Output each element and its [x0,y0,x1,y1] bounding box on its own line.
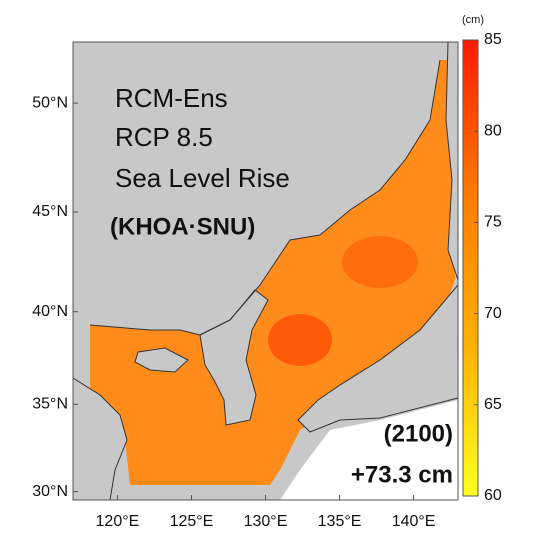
x-tick-label: 140°E [392,513,436,530]
colorbar-tick-label: 80 [484,122,502,139]
coastline [89,59,441,336]
land-korea [199,289,269,426]
annotation: RCP 8.5 [115,122,213,152]
colorbar-tick-label: 75 [484,214,502,231]
colorbar-tick-label: 70 [484,305,502,322]
colorbar [462,39,479,497]
annotation: RCM-Ens [115,83,228,113]
x-tick-label: 130°E [244,513,288,530]
y-tick-label: 50°N [32,94,68,111]
annotation: (2100) [384,420,453,447]
colorbar-tick-label: 65 [484,396,502,413]
land-shandong [134,347,189,373]
land-japan [297,283,459,433]
x-tick-label: 135°E [318,513,362,530]
sea-field-high [342,236,418,288]
no-data-area [280,400,458,500]
annotation: +73.3 cm [351,461,453,488]
colorbar-unit: (cm) [462,14,484,26]
annotation: Sea Level Rise [115,163,290,193]
y-tick-label: 35°N [32,396,68,413]
y-tick-label: 40°N [32,303,68,320]
y-tick-label: 45°N [32,203,68,220]
sea-field-high [268,314,332,366]
colorbar-tick-label: 85 [484,31,502,48]
x-tick-label: 120°E [96,513,140,530]
y-tick-label: 30°N [32,483,68,500]
colorbar-tick-label: 60 [484,487,502,504]
annotation: (KHOA·SNU) [110,213,255,240]
x-tick-label: 125°E [170,513,214,530]
